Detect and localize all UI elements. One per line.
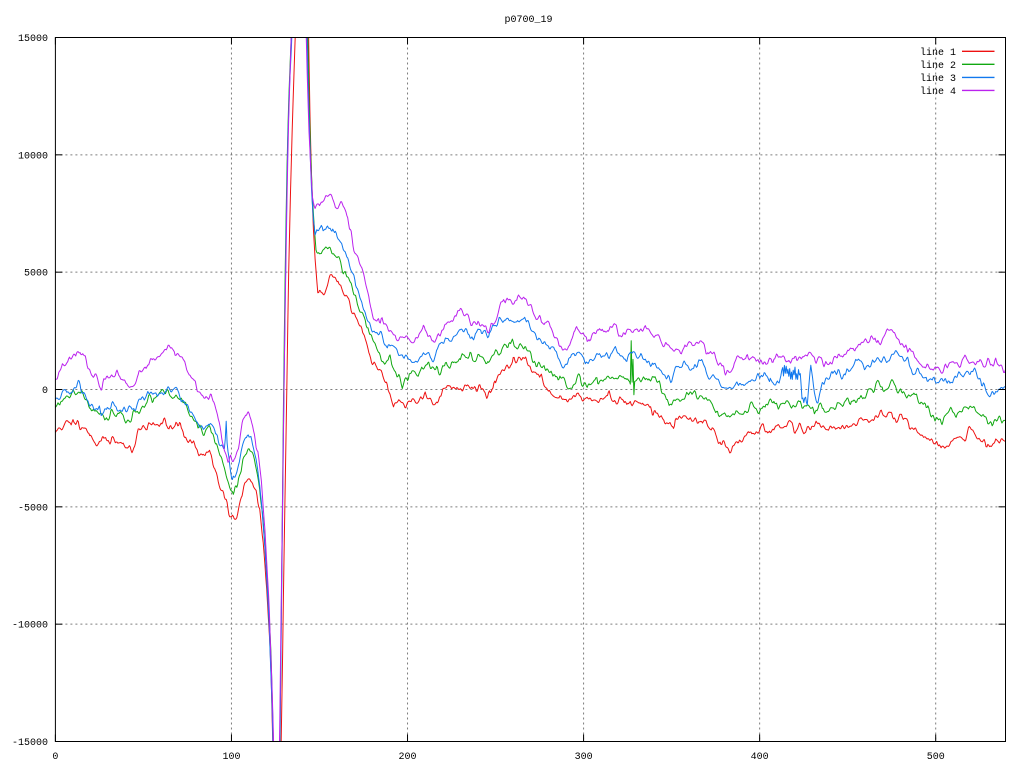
svg-text:500: 500 [927,752,945,763]
svg-text:100: 100 [222,752,240,763]
svg-text:line 4: line 4 [920,86,956,98]
svg-text:line 1: line 1 [920,47,956,59]
svg-text:0: 0 [52,752,58,763]
svg-text:-10000: -10000 [12,621,48,632]
svg-text:-5000: -5000 [18,503,48,514]
svg-text:line 3: line 3 [920,73,956,85]
svg-text:5000: 5000 [24,269,48,280]
svg-text:400: 400 [751,752,769,763]
svg-text:0: 0 [42,386,48,397]
svg-text:p0700_19: p0700_19 [504,15,552,26]
svg-text:10000: 10000 [18,151,48,162]
svg-text:line 2: line 2 [920,60,956,72]
svg-text:300: 300 [575,752,593,763]
svg-text:15000: 15000 [18,34,48,45]
svg-text:200: 200 [398,752,416,763]
svg-text:-15000: -15000 [12,738,48,749]
